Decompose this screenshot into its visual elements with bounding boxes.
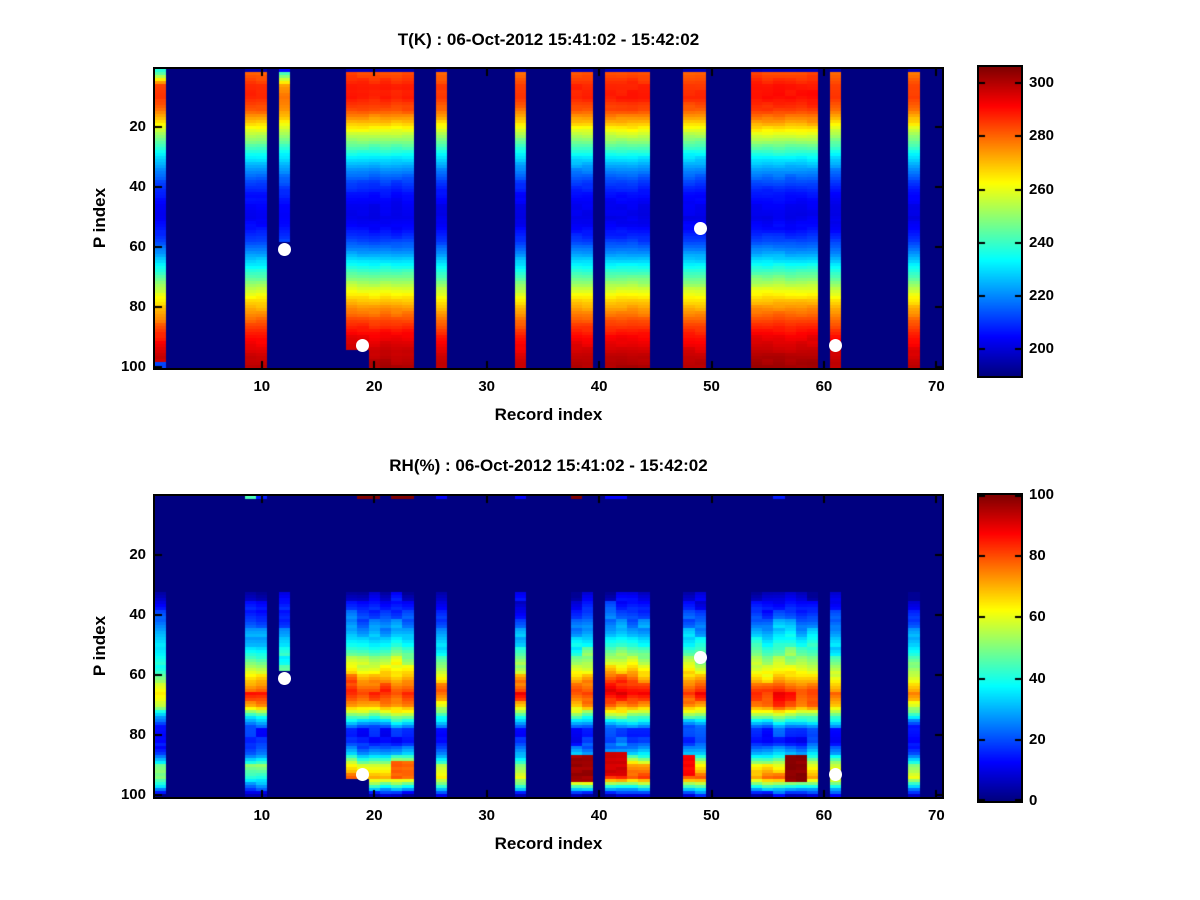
white-marker-dot	[277, 243, 291, 257]
y-tick-label: 20	[129, 545, 146, 563]
colorbar-tick-label: 240	[1029, 233, 1055, 251]
colorbar-tick-label: 40	[1029, 669, 1046, 687]
x-tick-label: 70	[928, 807, 945, 824]
colorbar-tick-label: 20	[1029, 730, 1046, 748]
colorbar-tick-label: 220	[1029, 287, 1055, 305]
x-tick-label: 50	[703, 807, 720, 824]
colorbar-tick-label: 260	[1029, 180, 1055, 198]
colorbar-tick-label: 280	[1029, 127, 1055, 145]
colorbar-tick-label: 0	[1029, 792, 1038, 809]
x-axis-label-temperature: Record index	[494, 405, 603, 424]
x-tick-label: 10	[253, 378, 271, 395]
y-tick-label: 80	[129, 297, 146, 315]
colorbar-tick-label: 300	[1029, 73, 1055, 91]
y-tick-label: 100	[120, 786, 146, 804]
white-marker-dot	[693, 222, 707, 236]
y-tick-label: 80	[129, 726, 146, 744]
white-marker-dot	[356, 339, 370, 353]
x-tick-label: 70	[928, 378, 945, 395]
heatmap-temperature	[153, 67, 944, 370]
white-marker-dot	[356, 767, 370, 781]
x-tick-label: 40	[590, 807, 608, 824]
y-tick-label: 40	[129, 605, 146, 623]
x-tick-label: 60	[815, 378, 833, 395]
white-marker-dot	[277, 671, 291, 685]
colorbar-tick-label: 60	[1029, 608, 1046, 626]
x-tick-label: 20	[365, 807, 383, 824]
y-tick-label: 20	[129, 118, 146, 136]
white-marker-dot	[828, 767, 842, 781]
colorbar-humidity	[977, 493, 1023, 803]
x-tick-label: 40	[590, 378, 608, 395]
x-tick-label: 60	[815, 807, 833, 824]
x-axis-label-humidity: Record index	[494, 834, 603, 853]
x-tick-label: 10	[253, 807, 271, 824]
y-tick-label: 100	[120, 357, 146, 375]
plot-title-temperature: T(K) : 06-Oct-2012 15:41:02 - 15:42:02	[397, 30, 700, 49]
plot-title-humidity: RH(%) : 06-Oct-2012 15:41:02 - 15:42:02	[389, 456, 708, 475]
y-tick-label: 60	[129, 237, 146, 255]
colorbar-temperature	[977, 65, 1023, 378]
heatmap-humidity	[153, 494, 944, 799]
x-tick-label: 50	[703, 378, 720, 395]
colorbar-tick-label: 100	[1029, 486, 1055, 503]
x-tick-label: 20	[365, 378, 383, 395]
y-tick-label: 40	[129, 178, 146, 196]
colorbar-tick-label: 200	[1029, 340, 1055, 358]
x-tick-label: 30	[478, 378, 495, 395]
white-marker-dot	[828, 339, 842, 353]
white-marker-dot	[693, 650, 707, 664]
x-tick-label: 30	[478, 807, 495, 824]
colorbar-tick-label: 80	[1029, 547, 1046, 565]
y-tick-label: 60	[129, 666, 146, 684]
